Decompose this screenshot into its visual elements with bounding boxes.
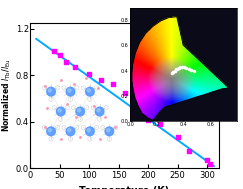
Circle shape	[48, 89, 52, 92]
Circle shape	[68, 89, 71, 92]
Point	[205, 159, 209, 162]
Circle shape	[48, 129, 52, 132]
Circle shape	[68, 129, 71, 132]
Point	[187, 149, 191, 152]
Circle shape	[66, 87, 75, 96]
Circle shape	[87, 89, 90, 92]
Y-axis label: Normalized $I_{\mathrm{Tb}}$/$I_{\mathrm{Eu}}$: Normalized $I_{\mathrm{Tb}}$/$I_{\mathrm…	[0, 58, 13, 132]
Point	[111, 83, 115, 86]
Point	[64, 61, 68, 64]
Circle shape	[86, 87, 94, 96]
Point	[52, 49, 56, 52]
X-axis label: Temperature (K): Temperature (K)	[79, 186, 170, 189]
Circle shape	[86, 127, 94, 136]
Circle shape	[58, 109, 61, 112]
Point	[175, 135, 179, 138]
Point	[158, 122, 162, 125]
Circle shape	[56, 107, 65, 116]
Circle shape	[107, 129, 110, 132]
Circle shape	[105, 127, 114, 136]
Point	[146, 119, 150, 122]
Point	[87, 72, 91, 75]
Circle shape	[47, 127, 55, 136]
Point	[123, 91, 127, 94]
Circle shape	[78, 109, 81, 112]
Point	[58, 54, 62, 57]
Point	[208, 162, 212, 165]
Circle shape	[66, 127, 75, 136]
Point	[99, 78, 103, 81]
Circle shape	[47, 87, 55, 96]
Circle shape	[95, 107, 104, 116]
Circle shape	[97, 109, 100, 112]
Point	[73, 65, 77, 68]
Circle shape	[87, 129, 90, 132]
Circle shape	[76, 107, 85, 116]
